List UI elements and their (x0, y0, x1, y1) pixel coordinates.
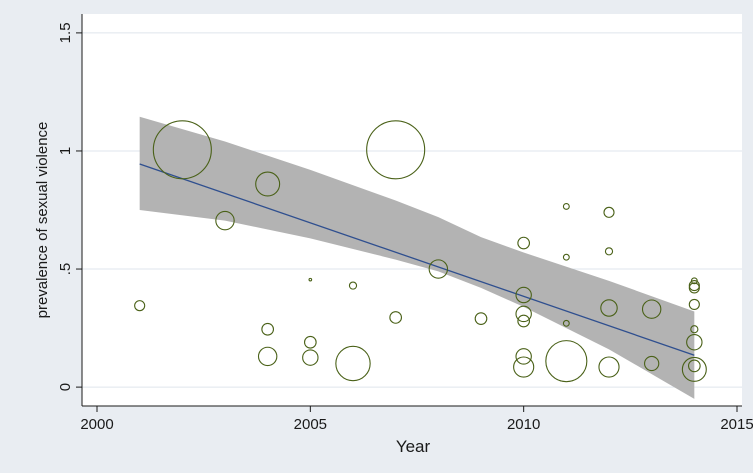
data-point-24 (545, 340, 588, 383)
y-tick-label-2: 1 (57, 147, 74, 155)
y-tick-label-1: .5 (57, 263, 74, 276)
data-point-36 (686, 334, 703, 351)
data-point-28 (598, 356, 620, 378)
data-point-37 (687, 359, 701, 373)
data-point-5 (257, 346, 278, 367)
x-tick-label-0: 2000 (80, 416, 113, 433)
x-tick-label-3: 2015 (720, 416, 753, 433)
data-point-13 (428, 259, 449, 279)
data-point-6 (308, 277, 313, 282)
confidence-band (139, 116, 695, 399)
fit-line (139, 163, 695, 356)
data-point-23 (562, 319, 570, 327)
data-point-14 (474, 312, 488, 325)
data-point-11 (366, 120, 426, 180)
data-point-22 (562, 253, 570, 261)
data-point-38 (681, 356, 707, 382)
x-axis-ticks: 2000 2005 2010 2015 (80, 406, 753, 433)
data-point-9 (348, 281, 358, 290)
x-tick-label-2: 2010 (507, 416, 540, 433)
x-tick-label-1: 2005 (294, 416, 327, 433)
y-tick-label-0: 0 (57, 383, 74, 391)
data-point-10 (335, 345, 371, 382)
data-point-8 (302, 349, 319, 366)
y-axis-ticks: 0 .5 1 1.5 (57, 22, 82, 391)
data-point-17 (515, 305, 532, 323)
axes (81, 14, 742, 407)
data-point-18 (517, 314, 531, 328)
data-point-12 (389, 311, 403, 324)
data-point-15 (517, 236, 531, 250)
data-point-26 (604, 247, 614, 256)
data-point-29 (641, 299, 662, 319)
data-point-19 (515, 348, 532, 365)
fit-line-layer (139, 163, 695, 356)
data-point-1 (152, 120, 212, 180)
data-point-4 (261, 322, 275, 336)
confidence-band-layer (139, 116, 695, 399)
data-point-35 (690, 325, 699, 334)
y-tick-label-3: 1.5 (57, 22, 74, 43)
data-point-0 (134, 300, 146, 312)
data-point-25 (603, 206, 615, 218)
data-point-27 (600, 299, 618, 317)
x-axis-title: Year (396, 437, 431, 456)
data-point-2 (215, 210, 235, 231)
data-point-33 (688, 282, 700, 294)
data-point-16 (515, 286, 532, 304)
data-points (134, 120, 707, 383)
data-point-7 (303, 335, 317, 349)
data-point-34 (688, 298, 700, 311)
data-point-30 (644, 355, 660, 372)
data-point-21 (562, 203, 570, 210)
y-axis-title: prevalence of sexual violence (34, 122, 51, 319)
data-point-3 (255, 171, 281, 197)
data-point-20 (513, 356, 535, 378)
